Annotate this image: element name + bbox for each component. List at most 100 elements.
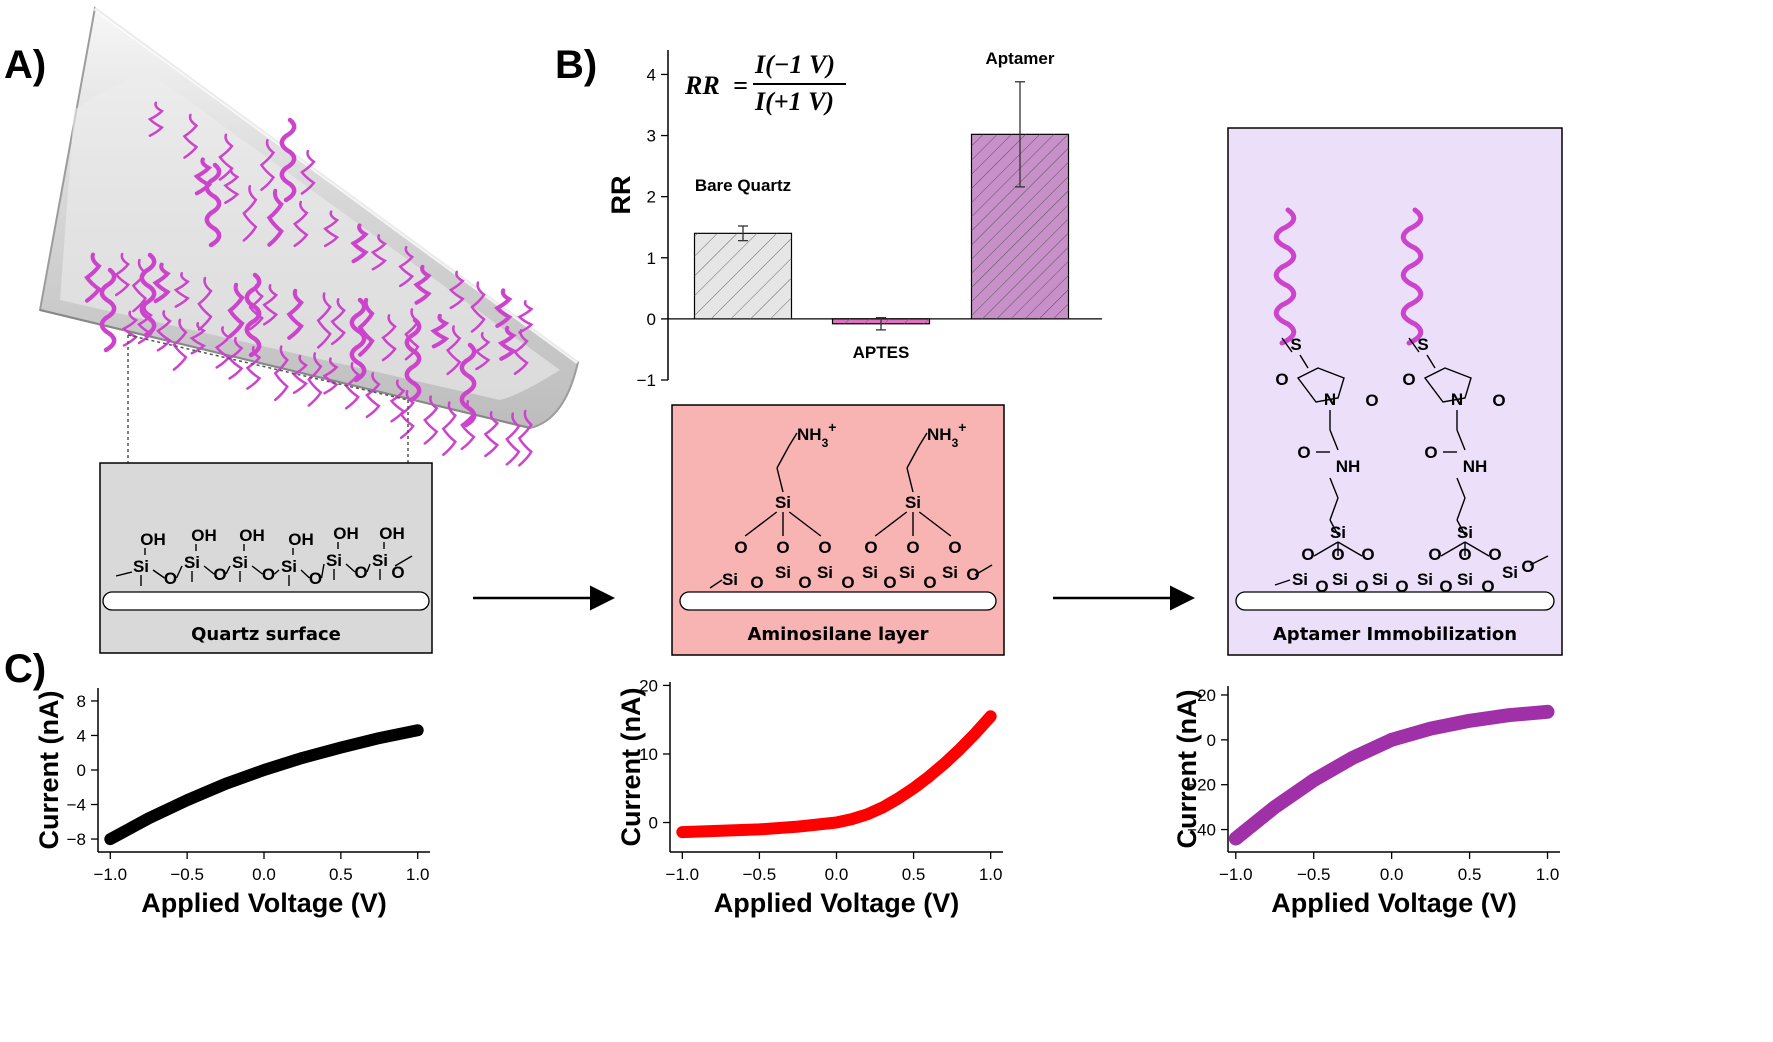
aptamer-strand <box>137 304 153 345</box>
chem-bond <box>1281 337 1293 353</box>
chem-atom-label: O <box>883 573 896 592</box>
aptamer-strand <box>152 262 171 304</box>
iv-x-axis-label: Applied Voltage (V) <box>141 888 387 918</box>
chem-atom-label: Si <box>942 563 958 582</box>
aptamer-strand <box>197 276 213 331</box>
aptamer-strand <box>259 138 276 192</box>
aptamer-strand-large <box>99 267 117 353</box>
iv-y-tick-label: −20 <box>1187 776 1216 795</box>
iv-y-tick-label: 8 <box>77 692 86 711</box>
iv-y-tick-label: −40 <box>1187 821 1216 840</box>
chem-atom-label: Si <box>1372 570 1388 589</box>
iv-x-tick-label: 0.0 <box>252 865 276 884</box>
aptamer-strand <box>474 331 491 371</box>
aptamer-strand <box>430 313 450 349</box>
chem-bond <box>1274 579 1291 586</box>
chem-atom-label: O <box>1355 577 1368 596</box>
chem-bond <box>974 564 993 576</box>
iv-plot-aminosilane: −1.0 −0.5 0.0 0.5 1.0 0 10 20 Applied Voltage (V… <box>616 676 1003 918</box>
chem-atom-label: O <box>776 538 789 557</box>
amine-label: NH3+ <box>927 419 966 450</box>
aptamer-strand <box>300 149 316 195</box>
iv-x-tick-label: 1.0 <box>979 865 1003 884</box>
chem-atom-label: O <box>948 538 961 557</box>
chem-bond <box>1329 477 1339 499</box>
aptamer-strand <box>448 270 465 310</box>
chem-bond <box>1456 519 1466 536</box>
chem-atom-label: Si <box>1502 563 1518 582</box>
aptamer-strand <box>381 314 397 362</box>
aptamer-strand <box>413 264 432 305</box>
aptamer-strand <box>223 167 240 205</box>
chem-atom-label: O <box>841 573 854 592</box>
aptamer-strand <box>497 325 517 361</box>
iv-y-tick-label: 20 <box>639 676 658 695</box>
chem-atom-label: O <box>1521 557 1534 576</box>
aptamer-strand <box>172 318 188 371</box>
chem-atom-label: O <box>164 569 177 588</box>
iv-y-tick-label: 0 <box>649 814 658 833</box>
chem-bond <box>394 555 413 567</box>
aptamer-strand <box>218 133 234 181</box>
iv-plot-aptamer: −1.0 −0.5 0.0 0.5 1.0 −40 −20 0 20 Applied Voltag… <box>1172 686 1560 918</box>
aptamer-strand <box>189 322 207 355</box>
bar-y-tick-label: −1 <box>637 371 656 390</box>
chem-bond <box>1456 497 1466 521</box>
aptamer-strand <box>470 281 486 333</box>
aptamer-strand <box>441 401 457 456</box>
chem-atom-label: O <box>391 563 404 582</box>
equation-equals: = <box>733 71 748 100</box>
aptamer-strand-large <box>204 162 222 248</box>
aptamer-strand <box>182 113 199 159</box>
aptamer-immobilization-caption: Aptamer Immobilization <box>1273 624 1517 645</box>
aptamer-strand <box>214 326 231 369</box>
bar-y-tick-label: 4 <box>647 65 656 84</box>
chem-bond <box>874 511 908 537</box>
chem-bond <box>320 563 325 579</box>
aptamer-strand <box>513 329 529 375</box>
chem-atom-label: O <box>906 538 919 557</box>
chem-atom-label: Si <box>1457 523 1473 542</box>
amine-label: NH3+ <box>797 419 836 450</box>
chem-atom-label: Si <box>1330 523 1346 542</box>
chem-bond <box>175 565 183 579</box>
aptamer-strand <box>173 272 190 308</box>
chem-atom-label: Si <box>775 563 791 582</box>
chem-atom-label: OH <box>288 530 314 549</box>
chem-atom-label: N <box>1324 390 1336 409</box>
iv-y-tick-label: 20 <box>1197 686 1216 705</box>
chem-bond <box>788 511 822 537</box>
chem-atom-label: Si <box>722 570 738 589</box>
chem-bond <box>152 569 165 579</box>
chem-atom-label: O <box>213 565 226 584</box>
aptamer-strand <box>1273 207 1297 346</box>
chem-bond <box>1337 541 1363 557</box>
chem-atom-label: Si <box>281 557 297 576</box>
iv-y-tick-label: 10 <box>639 745 658 764</box>
iv-x-tick-label: 1.0 <box>1536 865 1560 884</box>
equation-numerator: I(−1 V) <box>754 50 835 79</box>
chem-bond <box>1313 541 1339 557</box>
iv-curve <box>676 710 997 839</box>
chem-bond <box>918 511 952 537</box>
aptamer-strand <box>365 372 381 419</box>
aptamer-strand-large <box>244 272 262 358</box>
chem-atom-label: Si <box>133 557 149 576</box>
chem-bond <box>251 565 263 575</box>
chem-atom-label: O <box>1331 545 1344 564</box>
aptamer-strand <box>292 354 308 395</box>
chem-atom-label: O <box>818 538 831 557</box>
chem-atom-label: O <box>262 565 275 584</box>
iv-x-axis-label: Applied Voltage (V) <box>1271 888 1517 918</box>
chem-atom-label: S <box>1417 335 1428 354</box>
chem-atom-label: Si <box>899 563 915 582</box>
chem-bond <box>906 467 914 493</box>
equation-denominator: I(+1 V) <box>754 87 834 116</box>
iv-y-tick-label: −4 <box>67 796 86 815</box>
aptamer-strand <box>323 210 340 248</box>
chem-atom-label: OH <box>379 524 405 543</box>
aptamer-strand <box>316 292 332 349</box>
